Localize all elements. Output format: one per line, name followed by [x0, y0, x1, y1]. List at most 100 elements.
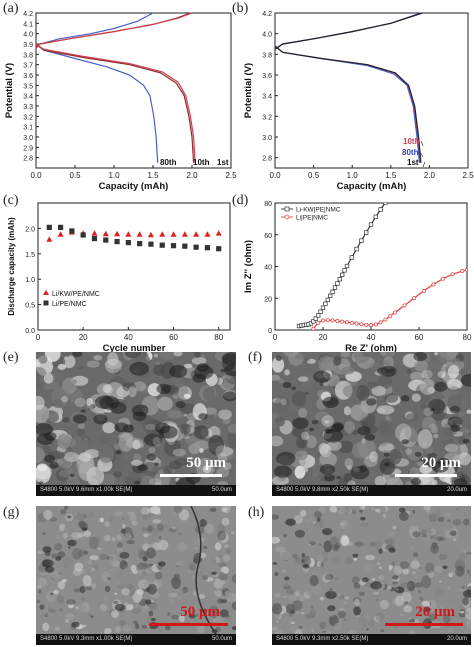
x-tick-label: 0.5: [69, 171, 81, 180]
point-series-0: [383, 203, 388, 205]
point-series-1: [91, 235, 98, 242]
point-series-0: [313, 316, 318, 321]
chart-a-voltage-profiles: 0.0 0.5 1.0 1.5 2.0 2.5 2.8 2.9 3.0 3.1 3.2 3.3 3.4 3…: [4, 11, 237, 192]
series-2-charge-line: [274, 12, 423, 50]
y-axis-label: Potential (V): [243, 63, 254, 118]
scale-bar: [395, 474, 457, 477]
panel-label-f: (f): [248, 350, 262, 365]
sem-texture: [272, 506, 471, 634]
x-tick-label: 40: [367, 333, 376, 342]
sem-info-left: S4800 5.0kV 9.8mm x2.50k SE(M): [276, 487, 369, 493]
x-tick-label: 0.0: [30, 171, 42, 180]
point-series-1: [373, 322, 378, 327]
x-tick-label: 0: [273, 333, 278, 342]
point-series-0: [170, 231, 177, 237]
annotation-cycle: 80th: [402, 148, 419, 157]
series-0-discharge-line: [35, 43, 159, 163]
sem-info-left: S4800 5.0kV 9.3mm x2.50k SE(M): [276, 636, 369, 642]
x-tick-label: 40: [124, 333, 133, 342]
scale-bar-label: 20 μm: [415, 604, 455, 620]
point-series-1: [431, 282, 436, 287]
series-0-charge-line: [35, 12, 154, 49]
y-tick-label: 3.5: [23, 83, 33, 90]
point-series-0: [159, 231, 166, 237]
y-tick-label: 3.9: [23, 42, 33, 49]
point-series-1: [345, 320, 349, 325]
x-tick-label: 1.0: [347, 171, 359, 180]
scale-bar-label: 20 μm: [421, 455, 461, 471]
series-2-discharge-line: [274, 45, 422, 163]
sem-image-f: S4800 5.0kV 9.8mm x2.50k SE(M) 20.0um 20 μ…: [272, 352, 471, 496]
point-series-1: [193, 244, 199, 250]
point-series-1: [216, 246, 222, 252]
y-tick-label: 4.2: [262, 11, 272, 18]
point-series-0: [330, 289, 335, 295]
point-series-1: [412, 296, 417, 301]
series-0-discharge-line: [274, 45, 421, 163]
y-tick-label: 3.4: [23, 94, 33, 101]
sem-info-right: 20.0um: [446, 636, 467, 642]
point-series-1: [450, 272, 455, 277]
point-series-0: [181, 231, 188, 237]
x-tick-label: 2.0: [186, 171, 198, 180]
x-tick-label: 2.0: [424, 171, 436, 180]
y-tick-label: 3.8: [23, 52, 33, 59]
sem-info-left: S4800 5.0kV 9.6mm x1.00k SE(M): [40, 487, 133, 493]
panel-label-d: (d): [232, 193, 249, 208]
y-tick-label: 3.7: [23, 63, 33, 70]
sem-info-right: 50.0um: [211, 487, 232, 493]
sem-image-h: S4800 5.0kV 9.3mm x2.50k SE(M) 20.0um 20 μ…: [272, 506, 471, 645]
point-series-0: [359, 238, 364, 243]
y-tick-label: 2.0: [25, 226, 35, 233]
legend-label: Li/KW/PE/NMC: [52, 291, 100, 298]
sem-texture: [36, 352, 236, 485]
x-tick-label: 80: [214, 333, 223, 342]
point-series-0: [328, 293, 333, 299]
point-series-1: [103, 237, 109, 243]
legend-label: Li|PE|NMC: [296, 215, 328, 222]
series-2-charge-line: [35, 12, 193, 48]
x-tick-label: 2.5: [462, 171, 474, 180]
annotation-cycle: 1st: [407, 158, 419, 167]
scale-bar-label: 50 μm: [180, 604, 220, 620]
y-tick-label: 3.2: [23, 114, 33, 121]
y-tick-label: 3.2: [262, 114, 272, 121]
y-tick-label: 3.0: [262, 135, 272, 142]
y-tick-label: 2.8: [262, 156, 272, 163]
y-tick-label: 2.8: [23, 156, 33, 163]
x-axis-label: Cycle number: [103, 343, 166, 353]
chart-d-impedance: 0 20 40 60 80 0 20 40 60 80 Re Z' (ohm) Im Z'' (ohm…: [243, 194, 472, 353]
x-tick-label: 0.5: [308, 171, 320, 180]
point-series-1: [330, 318, 335, 323]
y-tick-label: 3.1: [23, 125, 33, 132]
annotation-80th: 80th: [160, 158, 177, 167]
legend-marker: [43, 300, 49, 306]
point-series-0: [388, 194, 392, 198]
plot-frame: [37, 202, 231, 331]
point-series-1: [359, 322, 364, 327]
point-series-1: [46, 224, 52, 230]
x-tick-label: 1.0: [108, 171, 120, 180]
point-series-1: [460, 269, 465, 274]
series-1-discharge-line: [274, 45, 420, 163]
y-tick-label: 60: [264, 233, 272, 240]
point-series-0: [337, 277, 342, 282]
point-series-0: [340, 272, 345, 277]
panel-label-g: (g): [3, 505, 20, 520]
point-series-0: [57, 231, 64, 237]
annotation-arrow: [422, 161, 426, 168]
point-series-1: [316, 320, 321, 325]
y-tick-label: 20: [264, 296, 272, 303]
point-series-1: [137, 241, 143, 247]
point-series-1: [321, 318, 325, 323]
x-axis-label: Re Z' (ohm): [345, 343, 397, 353]
y-tick-label: 0: [268, 328, 272, 335]
point-series-1: [378, 320, 383, 325]
chart-b-voltage-profiles: 0.0 0.5 1.0 1.5 2.0 2.5 2.8 3.0 3.2 3.4 3.6 3.8 4.0 4…: [243, 11, 474, 192]
y-tick-label: 2.9: [23, 145, 33, 152]
panel-label-h: (h): [248, 505, 265, 520]
point-series-1: [80, 232, 86, 238]
y-axis-label: Im Z'' (ohm): [243, 240, 254, 293]
point-series-1: [335, 319, 340, 323]
point-series-1: [114, 239, 120, 245]
